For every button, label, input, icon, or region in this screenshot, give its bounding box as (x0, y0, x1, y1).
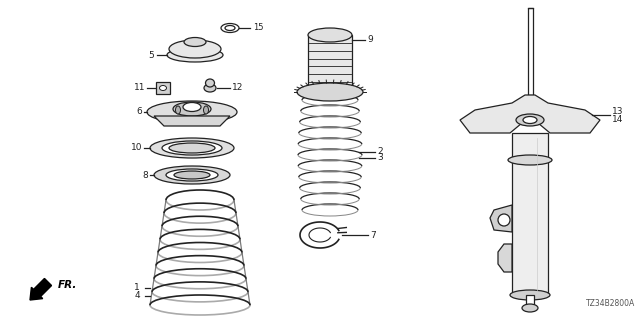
Text: 8: 8 (142, 171, 148, 180)
FancyArrow shape (30, 278, 52, 300)
Ellipse shape (508, 155, 552, 165)
Ellipse shape (147, 101, 237, 123)
Text: 15: 15 (253, 23, 264, 33)
Ellipse shape (308, 83, 352, 97)
Text: 6: 6 (136, 108, 142, 116)
Text: TZ34B2800A: TZ34B2800A (586, 299, 635, 308)
Ellipse shape (308, 28, 352, 42)
Ellipse shape (184, 37, 206, 46)
Bar (512, 133, 548, 295)
Ellipse shape (510, 290, 550, 300)
Ellipse shape (522, 304, 538, 312)
Ellipse shape (167, 48, 223, 62)
Ellipse shape (159, 85, 166, 91)
Ellipse shape (183, 102, 201, 111)
Bar (527, 8, 532, 95)
Ellipse shape (523, 116, 537, 124)
Text: 14: 14 (612, 116, 623, 124)
Text: 4: 4 (134, 292, 140, 300)
Text: 10: 10 (131, 143, 142, 153)
Ellipse shape (225, 26, 235, 30)
Polygon shape (498, 244, 512, 272)
Ellipse shape (174, 171, 210, 179)
Polygon shape (490, 205, 512, 232)
Bar (308, 35, 352, 90)
Text: 11: 11 (134, 84, 145, 92)
Ellipse shape (297, 83, 363, 101)
Ellipse shape (204, 84, 216, 92)
Ellipse shape (162, 141, 222, 155)
Text: 3: 3 (377, 154, 383, 163)
Circle shape (498, 214, 510, 226)
Text: 12: 12 (232, 84, 243, 92)
Text: 2: 2 (377, 148, 383, 156)
Text: 9: 9 (367, 36, 372, 44)
Text: 1: 1 (134, 284, 140, 292)
Text: 13: 13 (612, 108, 623, 116)
Ellipse shape (175, 106, 180, 114)
Ellipse shape (150, 138, 234, 158)
Text: 7: 7 (370, 230, 376, 239)
Text: FR.: FR. (58, 280, 77, 290)
Polygon shape (154, 116, 230, 126)
Ellipse shape (154, 166, 230, 184)
Ellipse shape (221, 23, 239, 33)
Ellipse shape (173, 102, 211, 116)
Ellipse shape (169, 143, 215, 153)
Ellipse shape (205, 79, 214, 87)
Polygon shape (460, 95, 600, 133)
Bar (156, 82, 170, 94)
Ellipse shape (204, 106, 209, 114)
Bar (526, 295, 534, 308)
Ellipse shape (516, 114, 544, 126)
Ellipse shape (166, 169, 218, 181)
Text: 5: 5 (148, 51, 154, 60)
Ellipse shape (169, 40, 221, 58)
